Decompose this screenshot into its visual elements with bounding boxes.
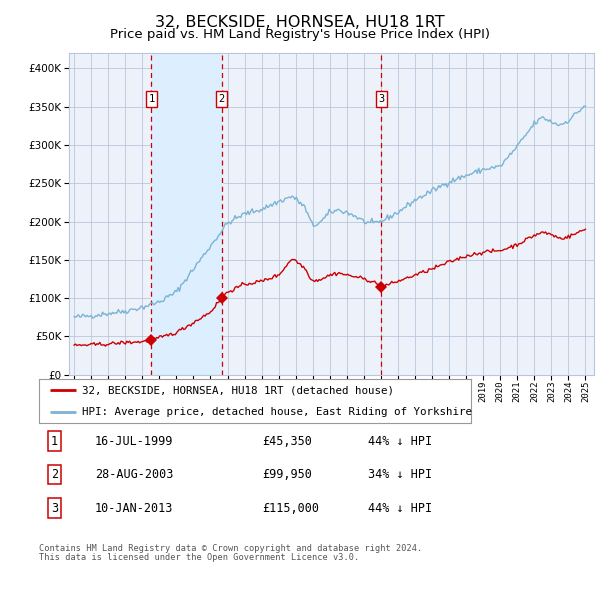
Bar [151, 53, 222, 375]
Text: 44% ↓ HPI: 44% ↓ HPI [368, 502, 433, 515]
Text: £45,350: £45,350 [262, 434, 312, 448]
Text: Contains HM Land Registry data © Crown copyright and database right 2024.: Contains HM Land Registry data © Crown c… [39, 544, 422, 553]
Text: This data is licensed under the Open Government Licence v3.0.: This data is licensed under the Open Gov… [39, 553, 359, 562]
Text: 2: 2 [51, 468, 58, 481]
Text: 28-AUG-2003: 28-AUG-2003 [95, 468, 173, 481]
Text: 2: 2 [218, 94, 225, 104]
Text: 3: 3 [379, 94, 385, 104]
Text: 32, BECKSIDE, HORNSEA, HU18 1RT (detached house): 32, BECKSIDE, HORNSEA, HU18 1RT (detache… [82, 385, 394, 395]
Text: 34% ↓ HPI: 34% ↓ HPI [368, 468, 433, 481]
Text: 44% ↓ HPI: 44% ↓ HPI [368, 434, 433, 448]
Text: HPI: Average price, detached house, East Riding of Yorkshire: HPI: Average price, detached house, East… [82, 407, 472, 417]
Text: 1: 1 [148, 94, 155, 104]
Text: 1: 1 [51, 434, 58, 448]
Text: 10-JAN-2013: 10-JAN-2013 [95, 502, 173, 515]
Text: Price paid vs. HM Land Registry's House Price Index (HPI): Price paid vs. HM Land Registry's House … [110, 28, 490, 41]
Text: 32, BECKSIDE, HORNSEA, HU18 1RT: 32, BECKSIDE, HORNSEA, HU18 1RT [155, 15, 445, 30]
Text: 3: 3 [51, 502, 58, 515]
Text: 16-JUL-1999: 16-JUL-1999 [95, 434, 173, 448]
Text: £115,000: £115,000 [262, 502, 319, 515]
Text: £99,950: £99,950 [262, 468, 312, 481]
